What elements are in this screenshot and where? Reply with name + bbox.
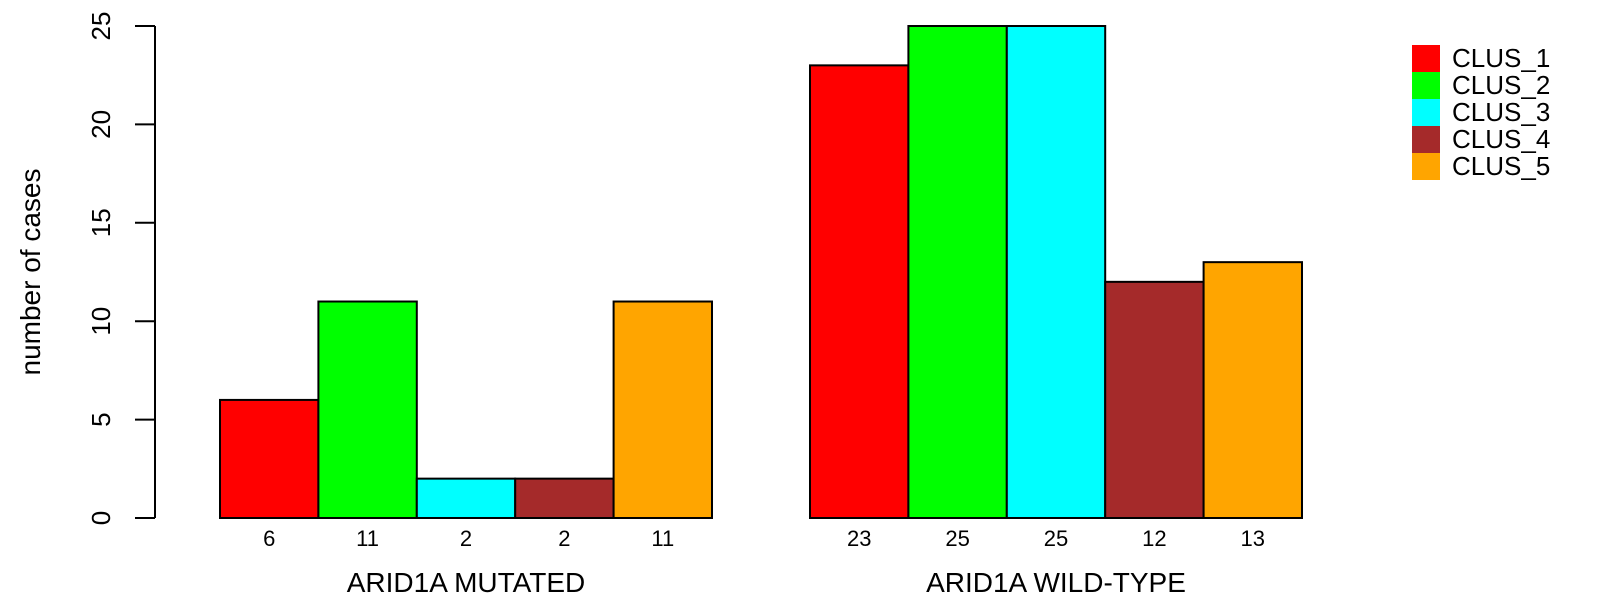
- bars: [219, 25, 1303, 520]
- legend-label: CLUS_1: [1452, 43, 1550, 73]
- bar: [1104, 280, 1205, 519]
- bar: [1005, 25, 1107, 519]
- legend-label: CLUS_2: [1452, 70, 1550, 100]
- bar: [514, 477, 615, 520]
- bar: [809, 64, 910, 520]
- bar: [219, 398, 320, 520]
- bar-value-label: 11: [651, 526, 674, 551]
- legend-label: CLUS_3: [1452, 97, 1550, 127]
- bar-value-labels: 6 11 2 2 11 23 25 25 12 13: [263, 526, 1265, 551]
- group-labels: ARID1A MUTATED ARID1A WILD-TYPE: [347, 567, 1186, 598]
- bar-value-label: 12: [1142, 526, 1166, 551]
- y-axis: 0 5 10 15 20 25: [86, 12, 156, 525]
- bar-value-label: 23: [847, 526, 871, 551]
- category-label: ARID1A WILD-TYPE: [926, 567, 1186, 598]
- bar-value-label: 11: [356, 526, 379, 551]
- y-tick-label: 10: [86, 307, 116, 336]
- y-tick-label: 5: [86, 412, 116, 426]
- y-tick-label: 20: [86, 110, 116, 139]
- legend-swatch: [1412, 72, 1440, 99]
- legend-label: CLUS_5: [1452, 151, 1550, 181]
- legend-label: CLUS_4: [1452, 124, 1550, 154]
- y-axis-title: number of cases: [15, 169, 46, 376]
- bar: [1202, 261, 1303, 519]
- bar-value-label: 25: [1044, 526, 1068, 551]
- y-tick-label: 15: [86, 208, 116, 237]
- y-tick-label: 25: [86, 12, 116, 41]
- bar: [612, 300, 713, 519]
- y-tick-label: 0: [86, 511, 116, 525]
- legend-swatch: [1412, 99, 1440, 126]
- bar-value-label: 2: [460, 526, 472, 551]
- bar-value-label: 2: [558, 526, 570, 551]
- bar-value-label: 6: [263, 526, 275, 551]
- legend-swatch: [1412, 45, 1440, 72]
- bar: [415, 477, 517, 520]
- bar: [317, 300, 418, 519]
- legend-swatch: [1412, 126, 1440, 153]
- bar-value-label: 13: [1241, 526, 1265, 551]
- category-label: ARID1A MUTATED: [347, 567, 586, 598]
- bar-value-label: 25: [945, 526, 969, 551]
- legend-swatch: [1412, 153, 1440, 180]
- bar: [907, 25, 1008, 519]
